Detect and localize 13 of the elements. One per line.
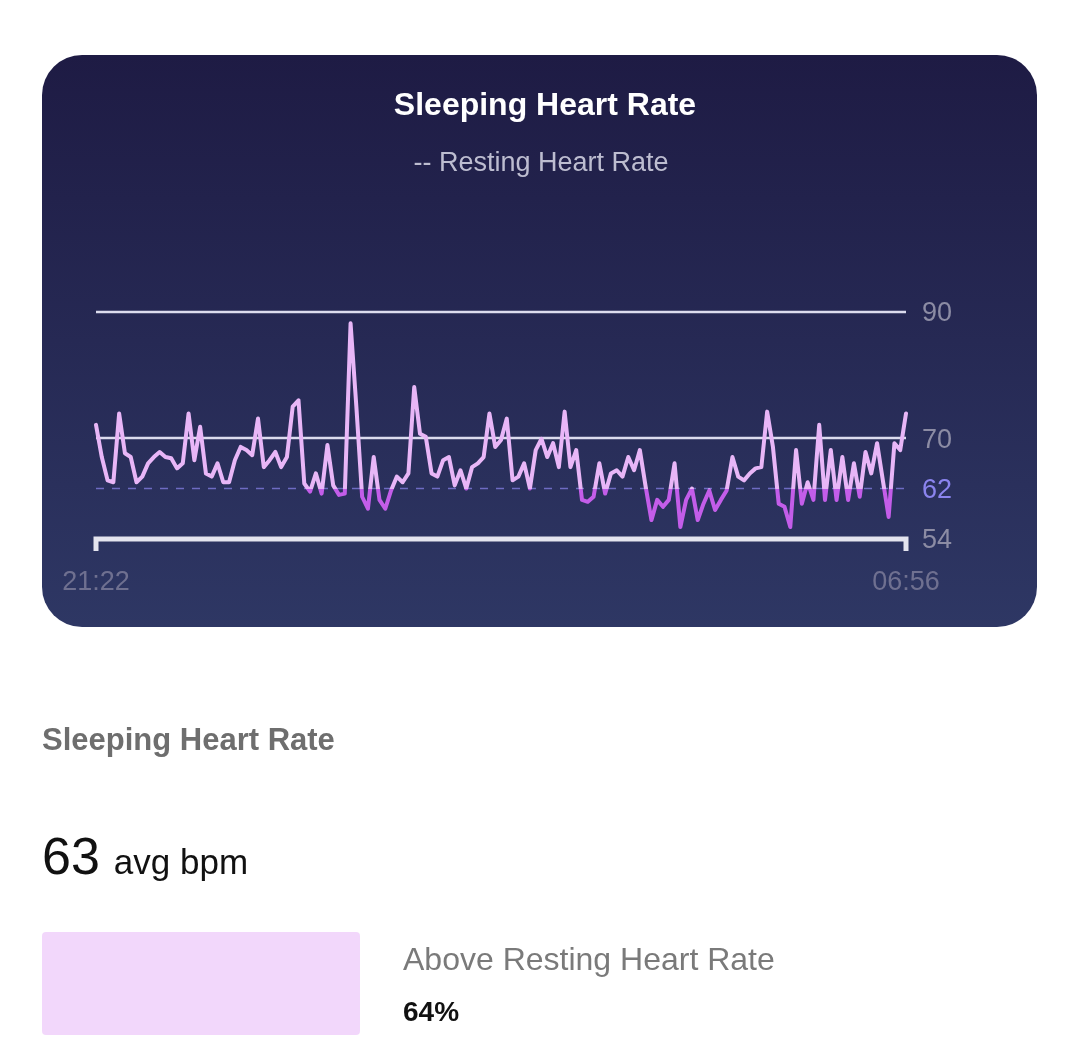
x-tick-label: 06:56	[872, 566, 940, 596]
text: Sleeping Heart Rate	[42, 722, 335, 757]
x-tick-label: 21:22	[62, 566, 130, 596]
text: Above Resting Heart Rate	[403, 941, 775, 977]
y-tick-label: 90	[922, 297, 953, 328]
chart-title: Sleeping Heart Rate	[393, 86, 697, 122]
text: 64%	[403, 996, 460, 1027]
y-tick-label: 54	[922, 524, 953, 555]
text: 63 avg bpm	[42, 827, 249, 885]
chart-subtitle: -- Resting Heart Rate	[413, 147, 669, 177]
ref-line-label: 62	[922, 474, 953, 505]
y-tick-label: 70	[922, 423, 953, 454]
line-series	[94, 321, 908, 530]
